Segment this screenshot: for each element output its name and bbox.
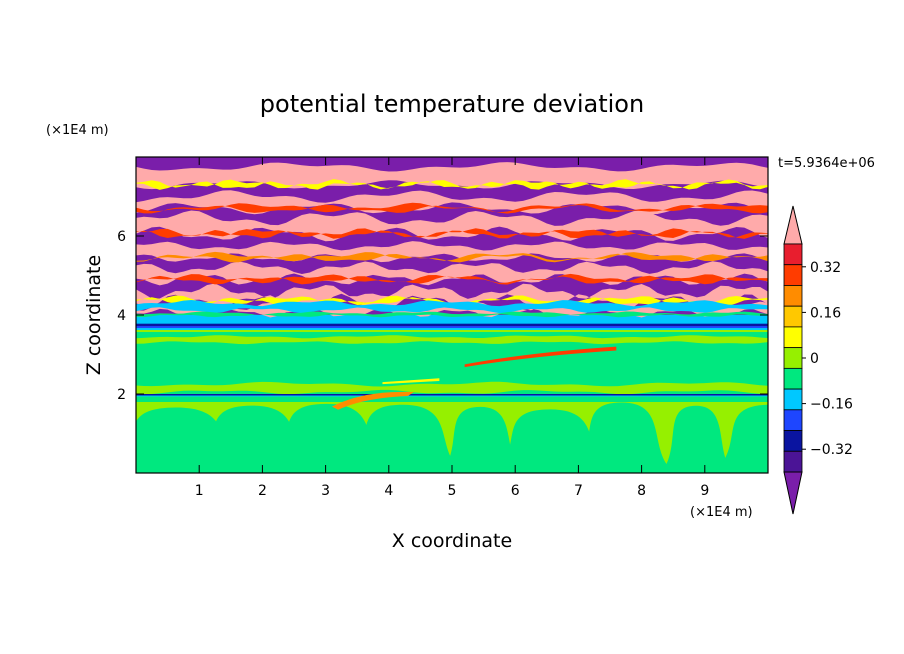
colorbar-box — [783, 243, 803, 266]
x-tick-label: 1 — [195, 483, 204, 499]
y-unit-label: (×1E4 m) — [46, 123, 109, 138]
colorbar-box — [783, 430, 803, 452]
y-axis: 2 4 6 — [117, 229, 768, 403]
time-label: t=5.9364e+06 — [778, 156, 875, 171]
x-tick-label: 6 — [511, 483, 520, 499]
warm-layer — [136, 162, 768, 190]
plume — [572, 402, 676, 473]
colorbar-box — [783, 367, 803, 390]
colorbar-extend-min — [783, 471, 803, 515]
x-tick-label: 9 — [700, 483, 709, 499]
x-tick-label: 4 — [384, 483, 393, 499]
transition-layer — [136, 315, 768, 331]
warm-streak — [464, 346, 617, 368]
colorbar-box — [783, 409, 803, 431]
x-tick-label: 5 — [448, 483, 457, 499]
colorbar-extend-max — [783, 205, 803, 245]
colorbar-tick-label: 0.16 — [810, 305, 841, 321]
layer-edge — [136, 251, 768, 263]
warm-layer — [136, 190, 768, 215]
plume — [440, 406, 524, 473]
x-tick-label: 2 — [258, 483, 267, 499]
layer-edge — [136, 295, 768, 306]
warm-streak — [331, 391, 415, 410]
chart-title: potential temperature deviation — [260, 90, 644, 118]
colorbar-box — [783, 305, 803, 328]
transition-strip — [136, 330, 768, 333]
colorbar-box — [783, 347, 803, 369]
colorbar-box — [783, 285, 803, 307]
plume — [661, 405, 735, 473]
transition-strip — [136, 326, 768, 329]
transition-strip — [136, 323, 768, 327]
colorbar-box — [783, 326, 803, 349]
y-tick-label: 2 — [117, 387, 126, 403]
colorbar-tick-label: 0 — [810, 351, 819, 367]
plume — [345, 404, 466, 473]
layer-edge — [136, 202, 768, 214]
y-tick-label: 6 — [117, 229, 126, 245]
x-tick-label: 8 — [637, 483, 646, 499]
cool-layer — [136, 300, 768, 314]
warm-streak — [382, 378, 440, 385]
y-tick-label: 4 — [117, 308, 126, 324]
colorbar: 0.32 0.16 0 −0.16 −0.32 — [783, 205, 853, 515]
layer-edge — [136, 228, 768, 239]
x-unit-label: (×1E4 m) — [690, 505, 753, 520]
x-axis-label: X coordinate — [392, 530, 512, 552]
y-axis-label: Z coordinate — [83, 255, 105, 375]
cool-layer — [136, 311, 768, 318]
layer-edge — [136, 273, 768, 285]
plot-area — [136, 157, 768, 473]
x-tick-label: 7 — [574, 483, 583, 499]
colorbar-box — [783, 264, 803, 286]
x-axis: 1 2 3 4 5 6 7 8 9 — [195, 157, 709, 499]
layer-edge — [136, 179, 768, 190]
colorbar-tick-label: −0.16 — [810, 397, 853, 413]
colorbar-box — [783, 388, 803, 411]
colorbar-tick-label: 0.32 — [810, 260, 841, 276]
colorbar-tick-label: −0.32 — [810, 442, 853, 458]
temperature-field — [136, 157, 768, 473]
warm-layer — [136, 210, 768, 242]
middle-streak — [136, 335, 768, 345]
middle-streak — [136, 381, 768, 395]
colorbar-box — [783, 450, 803, 473]
x-tick-label: 3 — [321, 483, 330, 499]
plume — [712, 404, 768, 473]
